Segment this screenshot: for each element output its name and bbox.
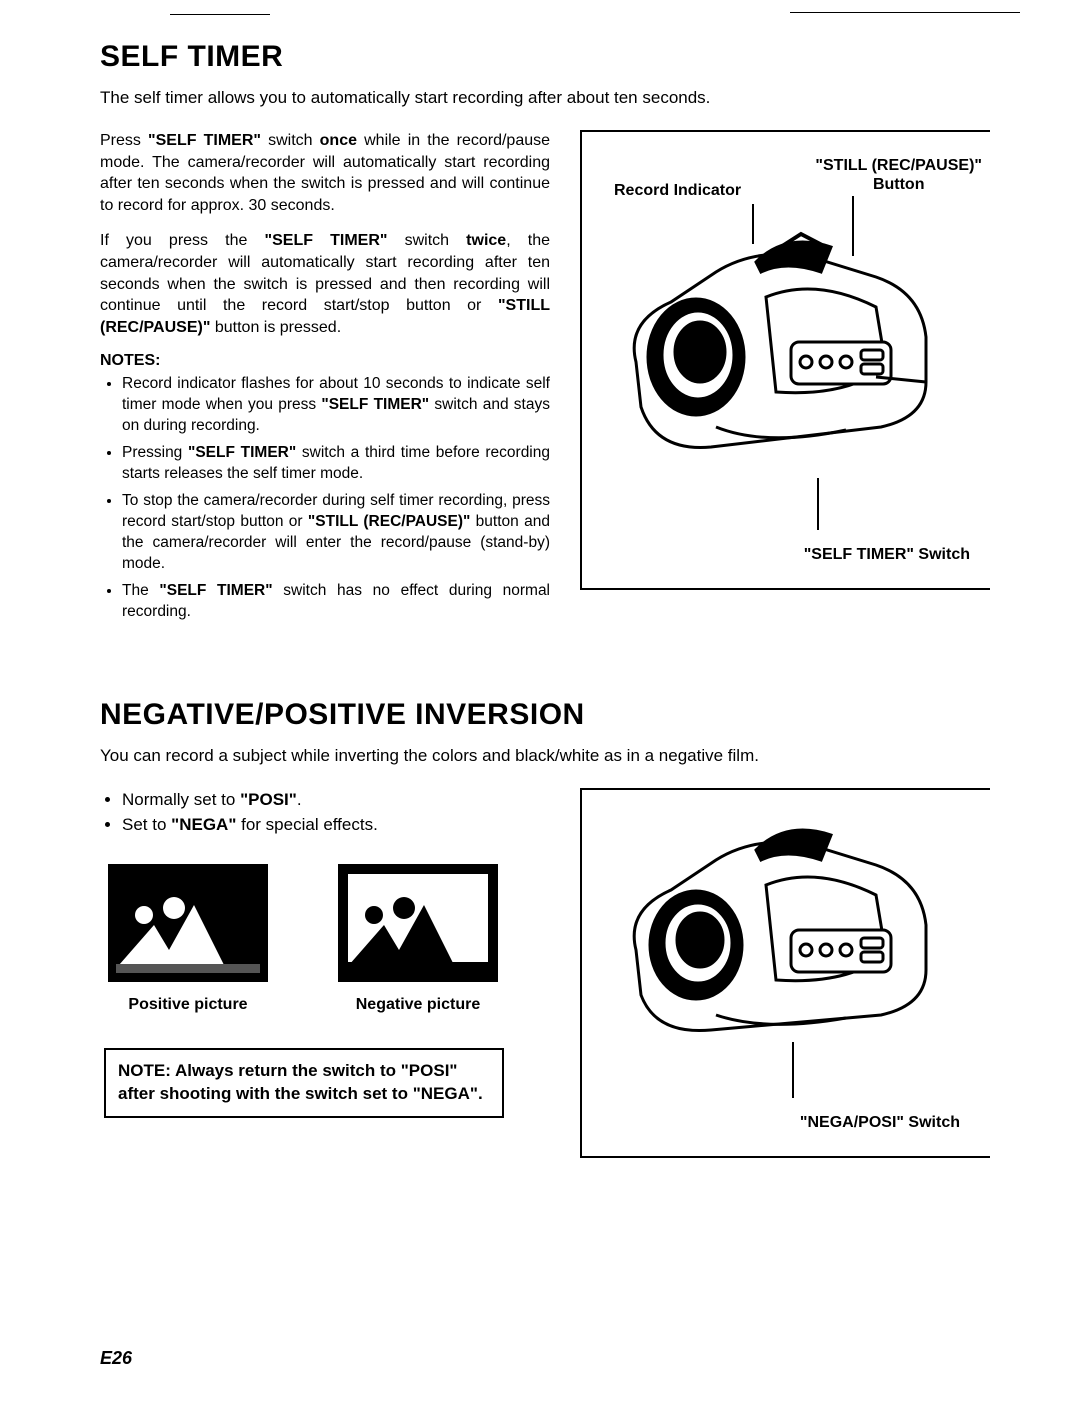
self-timer-intro: The self timer allows you to automatical… [100,88,990,108]
text-run: Button [815,175,982,194]
text-run: Set to [122,815,171,834]
negative-picture-block: Negative picture [338,864,498,1014]
text-run: for special effects. [236,815,377,834]
text-bold: "POSI" [401,1061,458,1080]
list-item: Pressing "SELF TIMER" switch a third tim… [122,443,550,485]
nega-posi-note-box: NOTE: Always return the switch to "POSI"… [104,1048,504,1118]
text-bold: "SELF TIMER" [321,396,429,413]
text-bold: "SELF TIMER" [265,232,388,249]
nega-posi-section: NEGATIVE/POSITIVE INVERSION You can reco… [100,698,990,1158]
self-timer-columns: Press "SELF TIMER" switch once while in … [100,130,990,628]
nega-posi-left: Normally set to "POSI". Set to "NEGA" fo… [100,788,550,1117]
nega-posi-columns: Normally set to "POSI". Set to "NEGA" fo… [100,788,990,1158]
label-still-button: "STILL (REC/PAUSE)" Button [815,156,982,194]
camera-illustration-icon [616,212,956,472]
list-item: Record indicator flashes for about 10 se… [122,374,550,437]
text-bold: "NEGA" [171,815,236,834]
label-record-indicator: Record Indicator [614,182,741,200]
note-label: NOTE: [118,1061,171,1080]
text-run: Press [100,132,148,149]
text-run: . [297,790,302,809]
text-run: Pressing [122,444,188,461]
label-self-timer-switch: "SELF TIMER" Switch [804,546,970,564]
decorative-rule [790,12,1020,13]
nega-posi-figure: "NEGA/POSI" Switch [580,788,990,1158]
label-nega-posi-switch: "NEGA/POSI" Switch [800,1114,960,1132]
manual-page: SELF TIMER The self timer allows you to … [0,0,1080,1409]
text-bold: twice [466,232,506,249]
self-timer-figure-col: "STILL (REC/PAUSE)" Button Record Indica… [580,130,990,590]
positive-picture-icon [108,864,268,982]
text-bold: "NEGA" [413,1084,478,1103]
text-bold: once [320,132,357,149]
text-run: If you press the [100,232,265,249]
text-bold: "POSI" [240,790,297,809]
negative-picture-caption: Negative picture [338,996,498,1014]
positive-picture-block: Positive picture [108,864,268,1014]
text-bold: "STILL (REC/PAUSE)" [308,513,470,530]
text-bold: "SELF TIMER" [188,444,296,461]
list-item: Normally set to "POSI". [122,788,550,813]
nega-posi-bullets: Normally set to "POSI". Set to "NEGA" fo… [100,788,550,837]
camera-illustration-icon [616,810,956,1040]
self-timer-text-col: Press "SELF TIMER" switch once while in … [100,130,550,628]
text-bold: "SELF TIMER" [148,132,261,149]
page-number: E26 [100,1348,132,1369]
self-timer-para-once: Press "SELF TIMER" switch once while in … [100,130,550,216]
text-run: switch [261,132,320,149]
text-run: button is pressed. [210,319,341,336]
notes-heading: NOTES: [100,352,550,370]
list-item: Set to "NEGA" for special effects. [122,813,550,838]
list-item: The "SELF TIMER" switch has no effect du… [122,581,550,623]
list-item: To stop the camera/recorder during self … [122,491,550,575]
example-pictures-row: Positive picture [108,864,550,1014]
self-timer-figure: "STILL (REC/PAUSE)" Button Record Indica… [580,130,990,590]
leader-line [792,1042,794,1098]
section-title-self-timer: SELF TIMER [100,40,990,74]
positive-picture-caption: Positive picture [108,996,268,1014]
text-run: Normally set to [122,790,240,809]
text-run: . [478,1084,483,1103]
self-timer-notes-list: Record indicator flashes for about 10 se… [100,374,550,622]
text-run: after shooting with the switch set to [118,1084,413,1103]
text-run: switch [387,232,466,249]
self-timer-para-twice: If you press the "SELF TIMER" switch twi… [100,230,550,338]
nega-posi-figure-col: "NEGA/POSI" Switch [580,788,990,1158]
text-run: The [122,582,159,599]
leader-line [817,478,819,530]
negative-picture-icon [338,864,498,982]
section-title-nega-posi: NEGATIVE/POSITIVE INVERSION [100,698,990,732]
text-run: Always return the switch to [171,1061,401,1080]
text-run: "STILL (REC/PAUSE)" [815,156,982,175]
nega-posi-intro: You can record a subject while inverting… [100,746,990,766]
decorative-rule [170,14,270,15]
text-bold: "SELF TIMER" [159,582,272,599]
